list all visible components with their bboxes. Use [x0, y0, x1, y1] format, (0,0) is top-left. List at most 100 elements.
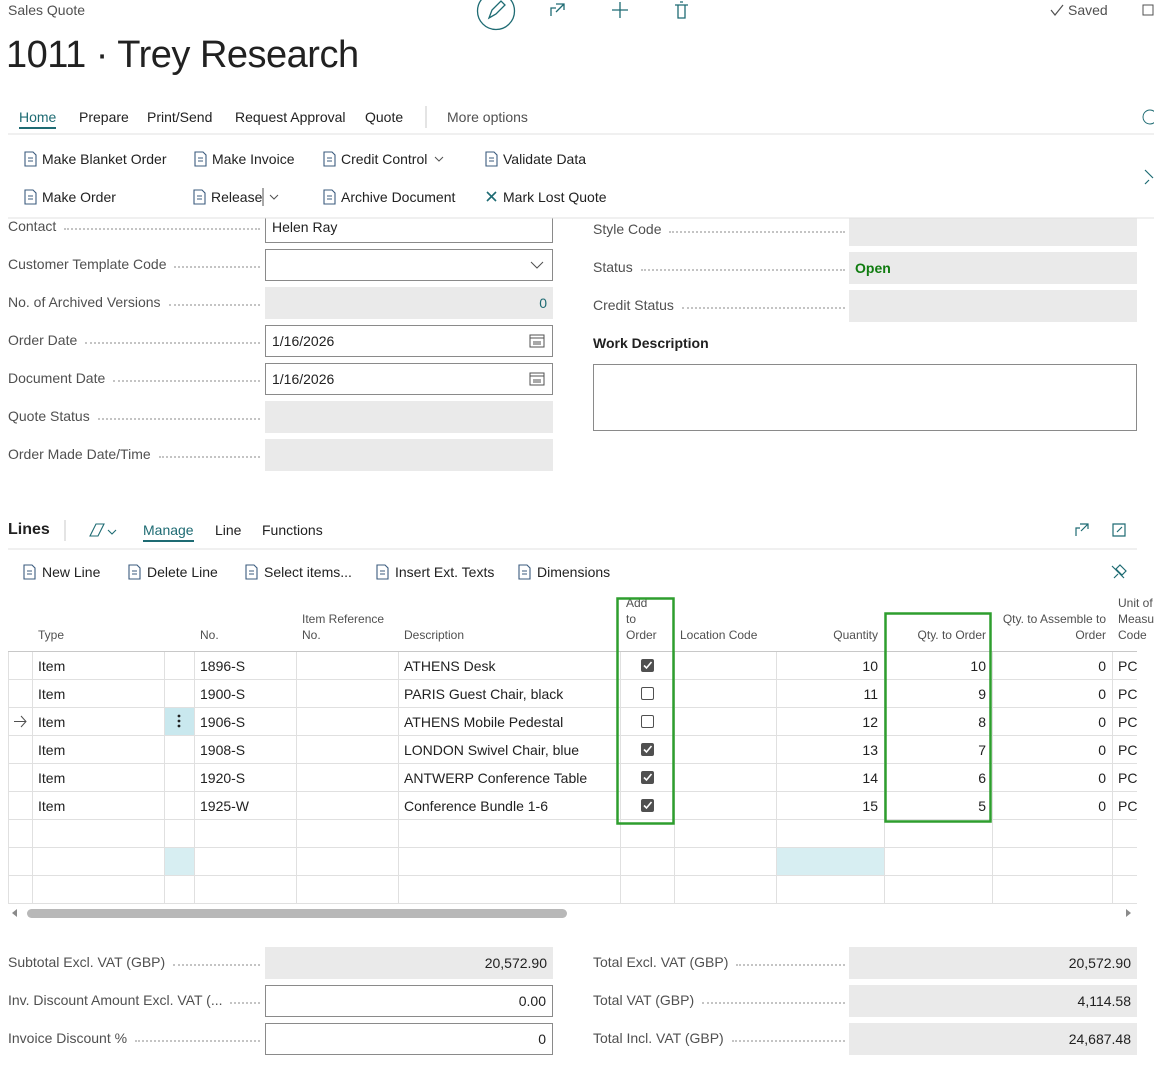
table-cell: PCS — [1118, 685, 1137, 702]
action-button[interactable]: Release — [211, 189, 263, 205]
dot-leader — [669, 223, 845, 233]
table-cell: Item — [38, 769, 66, 786]
icon — [376, 564, 389, 580]
action-button[interactable]: Validate Data — [503, 151, 587, 167]
field-value: 20,572.90 — [484, 955, 547, 971]
action-button[interactable]: Credit Control — [341, 151, 428, 167]
lines-action[interactable]: Insert Ext. Texts — [395, 564, 495, 580]
field-value: 20,572.90 — [1068, 955, 1131, 971]
field-input[interactable]: 1/16/2026 — [265, 325, 553, 357]
table-cell: 6 — [978, 769, 986, 786]
table-cell: 14 — [862, 769, 878, 786]
tab[interactable]: Quote — [365, 109, 404, 125]
table-cell: 7 — [978, 741, 986, 758]
checkbox[interactable] — [641, 743, 654, 756]
action-button[interactable]: Make Invoice — [212, 151, 295, 167]
dot-leader — [640, 261, 845, 271]
table-cell: 11 — [863, 685, 878, 702]
section-title: Lines — [8, 521, 50, 538]
action-button[interactable]: Archive Document — [341, 189, 456, 205]
table-cell: ANTWERP Conference Table — [404, 769, 588, 786]
action-button[interactable]: Mark Lost Quote — [503, 189, 607, 205]
share-icon[interactable] — [550, 3, 565, 16]
field-input[interactable]: 0 — [265, 1023, 553, 1055]
table-cell: ATHENS Mobile Pedestal — [404, 713, 564, 730]
table-cell: 10 — [970, 657, 986, 674]
table-cell: 0 — [1098, 657, 1106, 674]
field-label: Style Code — [593, 221, 845, 237]
table-cell: PCS — [1118, 713, 1137, 730]
column-header[interactable]: Quantity — [833, 628, 878, 642]
field-input[interactable]: 0 — [265, 287, 553, 319]
column-header[interactable]: Unit of Measure Code — [1118, 598, 1154, 642]
field-label: No. of Archived Versions — [8, 294, 260, 310]
work-description-input[interactable] — [593, 364, 1137, 431]
tab[interactable]: Prepare — [79, 109, 129, 125]
checkbox[interactable] — [641, 687, 654, 700]
label-text: Style Code — [593, 221, 662, 237]
field-label: Total VAT (GBP) — [593, 992, 845, 1008]
table-cell: 9 — [978, 685, 986, 702]
table-cell: 1920-S — [200, 769, 246, 786]
column-header[interactable]: Add to Order — [626, 598, 657, 642]
column-header[interactable]: Description — [404, 628, 465, 642]
horizontal-scrollbar[interactable] — [27, 909, 567, 918]
table-cell: PCS — [1118, 657, 1137, 674]
lines-tab[interactable]: Line — [215, 522, 242, 538]
column-header[interactable]: No. — [200, 628, 219, 642]
field-label: Order Date — [8, 332, 260, 348]
field-value: Helen Ray — [272, 219, 338, 235]
label-text: Contact — [8, 218, 57, 234]
table-cell: Item — [38, 741, 66, 758]
table-cell: ATHENS Desk — [404, 657, 496, 674]
column-header[interactable]: Qty. to Order — [917, 628, 986, 642]
delete-icon[interactable] — [675, 1, 688, 19]
edit-button[interactable] — [476, 0, 516, 31]
field-value: 1/16/2026 — [272, 371, 335, 387]
field-value: 0 — [539, 295, 547, 311]
field-input[interactable]: Open — [849, 252, 1137, 284]
checkbox[interactable] — [641, 659, 654, 672]
label-text: Order Date — [8, 332, 78, 348]
lines-tab[interactable]: Functions — [262, 522, 323, 538]
column-header[interactable]: Type — [38, 628, 65, 642]
table-cell: 1900-S — [200, 685, 246, 702]
field-label: Contact — [8, 218, 260, 234]
field-label: Customer Template Code — [8, 256, 260, 272]
table-cell: 0 — [1098, 685, 1106, 702]
checkbox[interactable] — [641, 715, 654, 728]
lines-action[interactable]: New Line — [42, 564, 101, 580]
field-label: Credit Status — [593, 297, 845, 313]
lines-action[interactable]: Delete Line — [147, 564, 218, 580]
column-header[interactable]: Location Code — [680, 628, 758, 642]
table-cell: 15 — [862, 797, 878, 814]
row-menu[interactable] — [165, 708, 194, 735]
table-cell: 1896-S — [200, 657, 246, 674]
new-icon[interactable] — [612, 2, 628, 18]
tab[interactable]: Print/Send — [147, 109, 213, 125]
checkbox[interactable] — [641, 771, 654, 784]
table-cell: PCS — [1118, 797, 1137, 814]
tab[interactable]: Home — [19, 109, 57, 129]
label-text: Order Made Date/Time — [8, 446, 151, 462]
checkbox[interactable] — [641, 799, 654, 812]
column-header[interactable]: Qty. to Assemble to Order — [1002, 612, 1106, 642]
lines-tab[interactable]: Manage — [143, 522, 194, 542]
tab[interactable]: Request Approval — [235, 109, 346, 125]
field-input[interactable] — [265, 249, 553, 281]
action-bar-bg — [0, 136, 1140, 218]
field-input[interactable]: 0.00 — [265, 985, 553, 1017]
table-cell: 8 — [978, 713, 986, 730]
action-button[interactable]: Make Order — [42, 189, 116, 205]
label-text: Quote Status — [8, 408, 90, 424]
lines-action[interactable]: Dimensions — [537, 564, 611, 580]
more-options[interactable]: More options — [447, 109, 528, 125]
action-button[interactable]: Make Blanket Order — [42, 151, 167, 167]
column-header[interactable]: Item Reference No. — [302, 612, 385, 642]
dot-leader — [736, 956, 845, 966]
lines-action[interactable]: Select items... — [264, 564, 352, 580]
label-text: Total VAT (GBP) — [593, 992, 695, 1008]
field-input[interactable]: 1/16/2026 — [265, 363, 553, 395]
field-input — [265, 401, 553, 433]
